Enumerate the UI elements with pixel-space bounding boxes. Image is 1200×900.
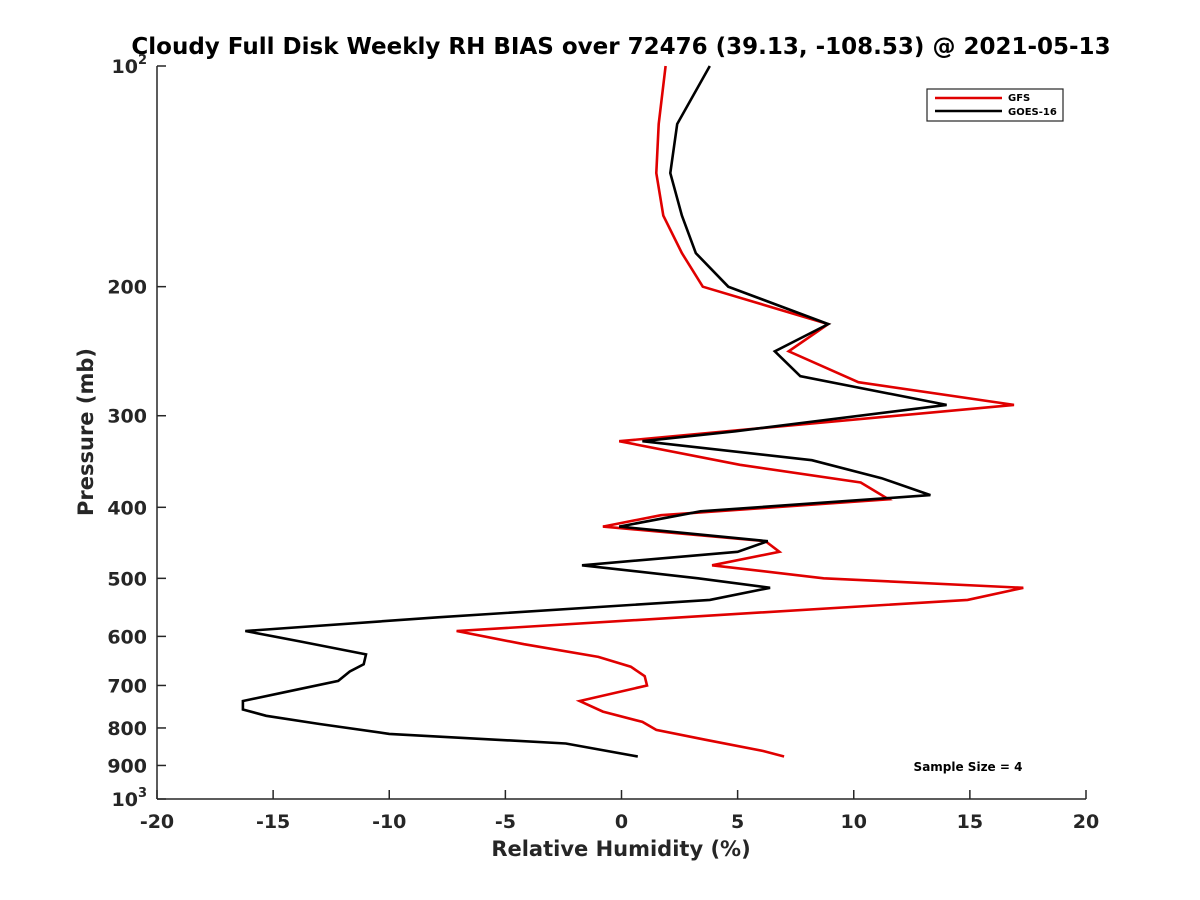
y-tick-label: 700 — [107, 675, 147, 697]
x-tick-label: -20 — [140, 811, 174, 833]
y-tick-label: 800 — [107, 718, 147, 740]
y-tick-label: 500 — [107, 568, 147, 590]
legend-label-gfs: GFS — [1008, 93, 1030, 104]
series-line-goes16 — [241, 65, 947, 758]
x-tick-label: 5 — [731, 811, 744, 833]
series-group — [241, 65, 1024, 758]
x-tick-group: -20 -15 -10 -5 0 5 10 15 20 — [140, 790, 1099, 833]
x-tick-label: -15 — [256, 811, 290, 833]
y-tick-group: 102 200 300 400 500 600 700 800 900 103 — [107, 53, 166, 811]
legend-label-goes16: GOES-16 — [1008, 107, 1057, 118]
series-line-gfs — [456, 65, 1024, 758]
x-tick-label: 15 — [957, 811, 983, 833]
legend: GFS GOES-16 — [926, 88, 1064, 122]
y-tick-label: 400 — [107, 497, 147, 519]
chart-title: Cloudy Full Disk Weekly RH BIAS over 724… — [131, 34, 1110, 60]
y-tick-label: 900 — [107, 755, 147, 777]
sample-size-annotation: Sample Size = 4 — [914, 760, 1023, 774]
legend-box — [926, 88, 1064, 122]
x-axis-label: Relative Humidity (%) — [491, 837, 750, 861]
y-tick-label: 600 — [107, 626, 147, 648]
x-tick-label: 20 — [1073, 811, 1099, 833]
x-tick-label: -5 — [495, 811, 516, 833]
y-tick-label: 102 — [112, 53, 148, 78]
x-tick-label: 10 — [841, 811, 867, 833]
x-tick-label: -10 — [372, 811, 406, 833]
y-tick-label: 300 — [107, 406, 147, 428]
y-axis-label: Pressure (mb) — [74, 348, 98, 516]
y-tick-label: 200 — [107, 277, 147, 299]
y-tick-label: 103 — [112, 786, 148, 811]
x-tick-label: 0 — [615, 811, 628, 833]
